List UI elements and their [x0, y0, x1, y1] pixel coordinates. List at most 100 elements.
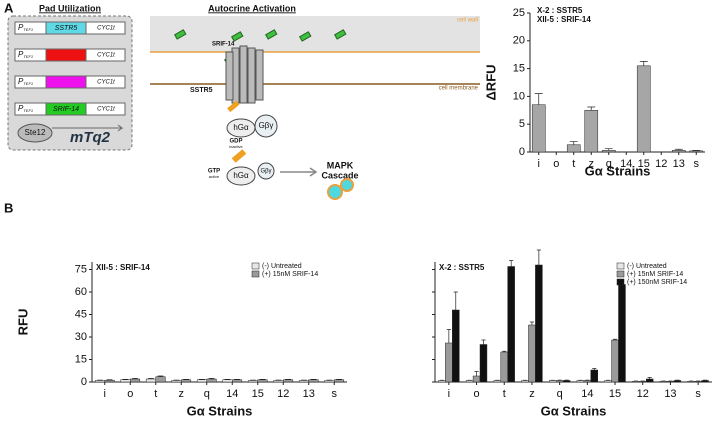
constructs: PTEF1 SSTR5 CYC1t PTEF1 CYC1t PTEF1 CYC1t PTEF1… — [14, 21, 126, 116]
gdp-shape — [227, 100, 240, 113]
x-tick-label: 14 — [620, 158, 632, 170]
bar — [611, 339, 619, 383]
x-tick-label: q — [606, 158, 612, 170]
error-bar — [474, 371, 479, 376]
gbg-shape — [254, 114, 278, 138]
bar — [283, 379, 294, 383]
error-bar — [592, 368, 597, 370]
bar — [576, 380, 585, 383]
bar — [636, 65, 651, 153]
bar — [206, 378, 217, 383]
x-tick-label: i — [448, 388, 450, 400]
x-tick-label: z — [179, 388, 185, 400]
panel-label: B — [4, 200, 13, 215]
bar — [94, 380, 105, 383]
membrane-label: cell membrane — [439, 86, 479, 92]
bar — [324, 380, 335, 383]
x-tick-label: o — [127, 388, 133, 400]
y-tick-label: 30 — [75, 331, 87, 343]
bar — [659, 381, 668, 383]
promoter-sub: TEF1 — [23, 108, 33, 113]
promoter-sub: TEF1 — [23, 54, 33, 59]
terminator: CYC1t — [97, 80, 115, 86]
error-bar — [536, 249, 541, 265]
y-tick-label: 60 — [75, 286, 87, 298]
bar — [584, 110, 599, 153]
error-bar — [534, 93, 543, 105]
x-tick-label: s — [332, 388, 338, 400]
bar — [583, 380, 592, 383]
active: active — [209, 174, 220, 179]
bar — [452, 309, 460, 383]
error-bar — [446, 329, 451, 343]
arrow — [280, 167, 318, 177]
y-tick-label: 45 — [75, 308, 87, 320]
y-tick-label: 20 — [513, 35, 525, 47]
bar — [566, 144, 581, 153]
x-tick-label: 12 — [277, 388, 289, 400]
bar — [472, 375, 481, 383]
x-axis-label: Gα Strains — [541, 403, 607, 418]
x-tick-label: z — [589, 158, 595, 170]
insert — [45, 21, 87, 35]
error-bar — [647, 377, 652, 379]
legend-swatch — [251, 262, 260, 270]
receptor-label: SSTR5 — [190, 87, 213, 94]
bar — [673, 380, 682, 383]
bar — [479, 344, 488, 383]
insert — [45, 75, 87, 89]
x-tick-label: 13 — [673, 158, 685, 170]
x-tick-label: 14 — [581, 388, 593, 400]
bar — [145, 378, 156, 383]
x-axis-label: Gα Strains — [585, 163, 651, 178]
terminator: CYC1t — [97, 53, 115, 59]
x-tick-label: 12 — [655, 158, 667, 170]
error-bar — [604, 148, 613, 151]
annotation: X-2 : SSTR5 — [537, 6, 583, 15]
x-tick-label: t — [154, 388, 157, 400]
bar — [181, 379, 192, 383]
error-bar — [692, 149, 701, 151]
bar — [694, 381, 702, 383]
promoter-sub: TEF1 — [23, 27, 33, 32]
bar — [521, 380, 529, 383]
bar — [257, 379, 268, 383]
bar — [308, 379, 319, 383]
annotation: XII-5 : SRIF-14 — [537, 15, 591, 24]
bar — [196, 379, 207, 383]
bar — [507, 266, 515, 383]
y-tick-label: 15 — [513, 63, 525, 75]
legend-swatch — [616, 278, 625, 286]
x-tick-label: 15 — [638, 158, 650, 170]
x-tick-label: i — [538, 158, 540, 170]
error-bar — [529, 321, 535, 325]
x-tick-label: 15 — [252, 388, 264, 400]
y-tick-label: 0 — [519, 146, 525, 158]
bar — [632, 381, 640, 383]
error-bar — [569, 141, 578, 145]
error-bar — [453, 291, 458, 310]
gtp: GTP — [208, 169, 220, 175]
bar — [104, 379, 115, 383]
bar — [273, 380, 284, 383]
x-tick-label: t — [572, 158, 575, 170]
x-tick-label: o — [553, 158, 559, 170]
bar — [671, 150, 686, 153]
y-tick-label: 5 — [519, 118, 525, 130]
insert — [45, 102, 87, 116]
chart-title: X-2 : SSTR5 — [439, 263, 485, 272]
x-tick-label: 15 — [609, 388, 621, 400]
promoter: PTEF1 — [18, 50, 33, 59]
y-axis-label: ΔRFU — [483, 64, 498, 100]
gbg-shape — [257, 162, 275, 180]
y-tick-label: 25 — [513, 7, 525, 19]
bar — [689, 150, 704, 153]
insert — [45, 48, 87, 62]
bar — [465, 380, 474, 383]
error-bar — [157, 375, 164, 377]
cascade-icon — [327, 178, 354, 200]
bar — [232, 379, 243, 383]
bar — [130, 378, 141, 383]
x-tick-label: q — [557, 388, 563, 400]
gdp: GDP — [229, 139, 242, 145]
